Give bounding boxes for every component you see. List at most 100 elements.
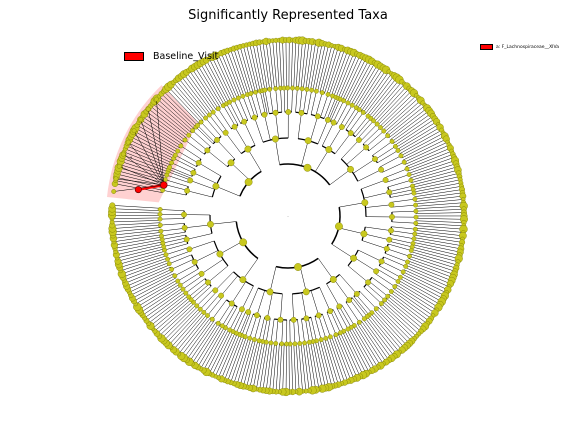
clade-node [236, 96, 240, 100]
clade-node [398, 275, 402, 279]
clade-node [220, 324, 224, 328]
clade-node [286, 86, 290, 90]
highlight-leaf-node [121, 152, 125, 156]
clade-node [347, 297, 352, 302]
branch-line [164, 241, 187, 247]
branch-line [273, 344, 277, 392]
branch-line [329, 98, 338, 120]
branch-line [119, 251, 165, 264]
branch-line [116, 244, 163, 255]
clade-node [347, 166, 353, 172]
branch-line [160, 209, 184, 210]
branch-line [195, 250, 218, 261]
branch-line [267, 292, 272, 317]
branch-line [160, 223, 184, 225]
clade-node [267, 289, 273, 295]
branch-line [136, 280, 178, 304]
branch-line [218, 109, 231, 129]
branch-line [318, 120, 328, 144]
clade-node [158, 207, 162, 211]
branch-line [221, 276, 238, 296]
branch-line [266, 41, 272, 89]
branch-line [284, 88, 285, 112]
branch-line [337, 103, 348, 124]
branch-line [276, 89, 278, 113]
clade-node [169, 267, 173, 271]
branch-line [243, 340, 255, 386]
branch-line [113, 230, 161, 235]
clade-node [187, 133, 191, 137]
branch-line [416, 213, 464, 214]
clade-node [348, 130, 353, 135]
clade-node [337, 304, 342, 309]
clade-node [158, 217, 162, 221]
branch-line [286, 344, 287, 392]
branch-line [282, 320, 283, 344]
clade-node [254, 313, 259, 318]
branch-line [187, 234, 212, 240]
branch-line [296, 40, 299, 88]
clade-node [216, 321, 220, 325]
branch-line [342, 305, 354, 326]
clade-node [211, 110, 215, 114]
clade-node [385, 133, 389, 137]
branch-line [369, 136, 388, 151]
clade-node [331, 120, 336, 125]
branch-line [112, 220, 160, 222]
branch-line [378, 307, 412, 341]
branch-line [364, 192, 389, 198]
branch-line [358, 170, 381, 182]
clade-node [217, 251, 223, 257]
clade-node [387, 237, 392, 242]
branch-line [349, 328, 372, 370]
clade-node [346, 327, 350, 331]
clade-node [324, 336, 328, 340]
branch-line [384, 257, 406, 266]
branch-line [328, 127, 341, 149]
clade-node [361, 110, 365, 114]
clade-node [176, 149, 180, 153]
branch-line [416, 218, 464, 219]
branch-line [416, 223, 464, 226]
branch-line [399, 127, 440, 151]
clade-node [190, 128, 194, 132]
branch-line [411, 167, 457, 180]
branch-line [169, 255, 191, 264]
branch-line [412, 249, 458, 261]
clade-node [284, 342, 288, 346]
branch-line [389, 241, 412, 247]
branch-line [161, 305, 196, 338]
branch-line [178, 269, 199, 281]
branch-line [416, 206, 464, 209]
clade-node [350, 255, 356, 261]
clade-node [327, 308, 332, 313]
clade-node [187, 295, 191, 299]
clade-node [362, 199, 368, 205]
branch-line [198, 65, 223, 106]
branch-line [294, 320, 295, 344]
clade-node [330, 276, 336, 282]
branch-line [391, 199, 415, 202]
clade-node [374, 306, 378, 310]
branch-line [415, 233, 463, 239]
branch-line [349, 61, 372, 103]
branch-line [189, 135, 208, 150]
clade-node [263, 88, 267, 92]
branch-line [390, 238, 413, 243]
branch-line [291, 40, 292, 88]
branch-line [378, 91, 412, 125]
branch-line [112, 223, 160, 226]
clade-node [267, 87, 271, 91]
branch-line [201, 327, 225, 369]
clade-node [227, 100, 231, 104]
clade-node [239, 307, 244, 312]
highlight-leaf-node [126, 140, 130, 144]
clade-node [182, 225, 187, 230]
clade-node [325, 117, 330, 122]
clade-node [202, 310, 206, 314]
branch-line [366, 205, 392, 208]
branch-line [320, 340, 332, 386]
branch-line [316, 93, 322, 116]
clade-node [181, 212, 186, 217]
